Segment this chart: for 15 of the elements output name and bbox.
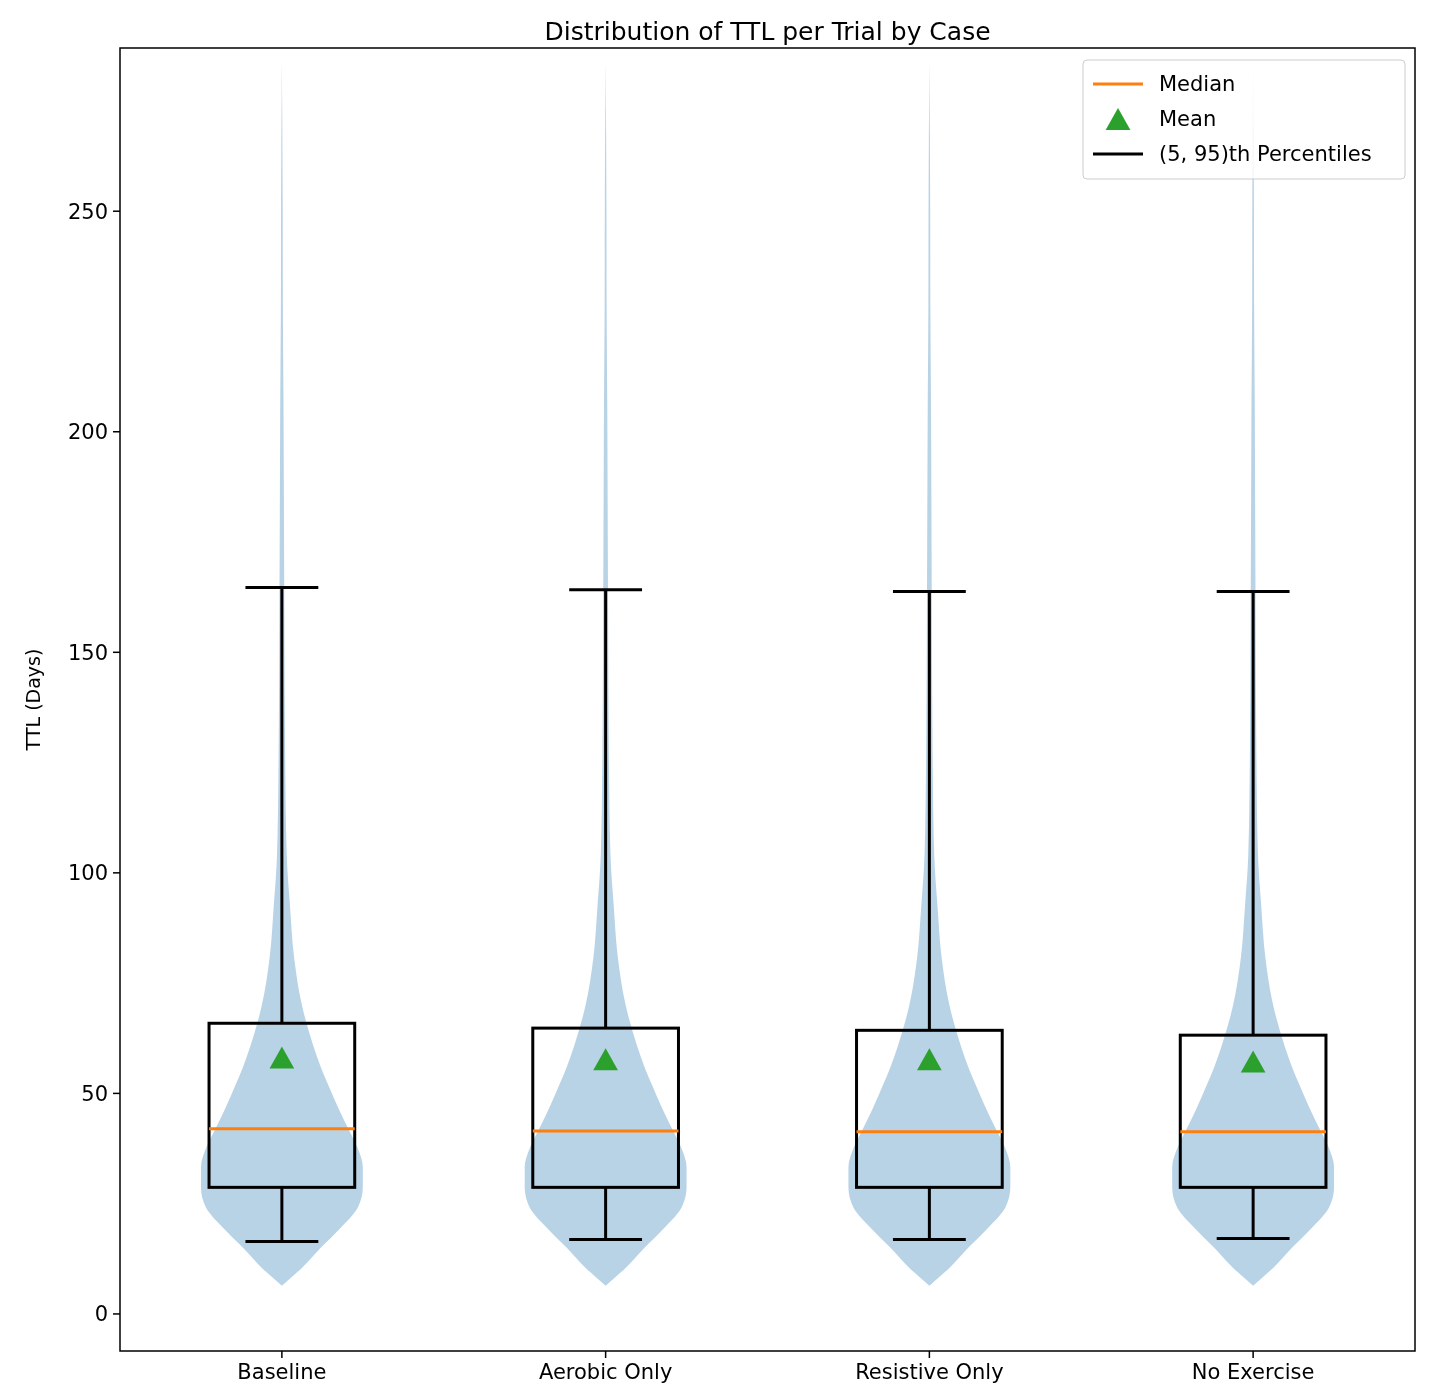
- chart-title: Distribution of TTL per Trial by Case: [544, 17, 991, 46]
- y-tick-label: 100: [67, 861, 108, 886]
- y-tick-label: 50: [81, 1081, 108, 1106]
- x-tick-label: Aerobic Only: [538, 1360, 673, 1384]
- y-tick-label: 200: [67, 420, 108, 445]
- y-axis-title: TTL (Days): [22, 648, 44, 752]
- x-tick-label: Baseline: [237, 1360, 327, 1384]
- y-tick-label: 0: [94, 1302, 108, 1327]
- x-tick-label: No Exercise: [1191, 1360, 1315, 1384]
- legend-label: (5, 95)th Percentiles: [1159, 142, 1372, 167]
- y-tick-label: 150: [67, 640, 108, 665]
- y-tick-label: 250: [67, 199, 108, 224]
- x-tick-label: Resistive Only: [855, 1360, 1004, 1384]
- legend-label: Mean: [1159, 107, 1217, 132]
- annotation: Median: [1159, 72, 1236, 97]
